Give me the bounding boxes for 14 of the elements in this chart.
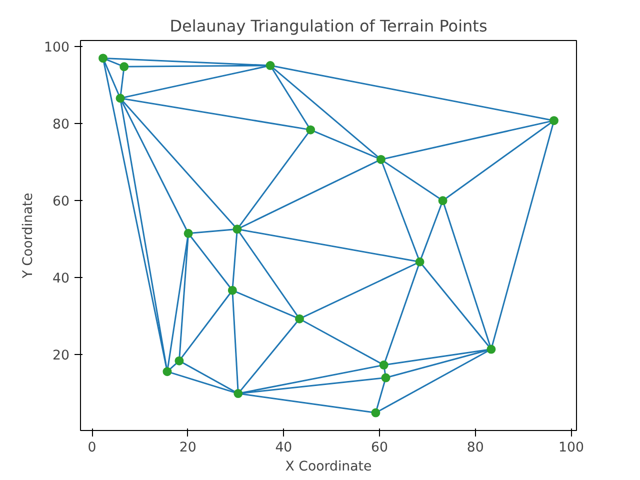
y-tick-label: 40: [52, 272, 70, 287]
y-axis-title: Y Coordinate: [21, 192, 36, 280]
y-tick-label: 100: [44, 40, 70, 56]
x-tick-label: 40: [275, 440, 292, 456]
x-tick-label: 0: [88, 440, 96, 456]
x-tick-label: 80: [466, 440, 484, 456]
chart-title: Delaunay Triangulation of Terrain Points: [170, 16, 488, 36]
y-tick-label: 20: [52, 348, 70, 364]
x-axis-title: X Coordinate: [285, 460, 372, 474]
y-tick-label: 60: [52, 194, 70, 210]
x-tick-label: 100: [558, 440, 584, 456]
y-tick-label: 80: [52, 118, 70, 133]
x-tick-label: 20: [179, 440, 196, 456]
x-tick-label: 60: [371, 440, 388, 456]
